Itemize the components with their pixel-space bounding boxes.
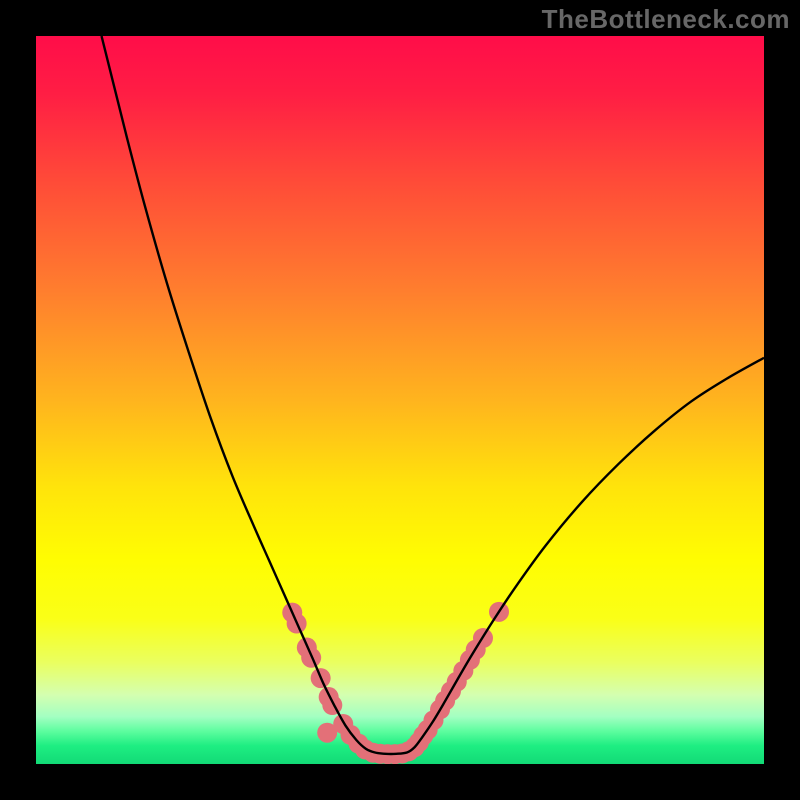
plot-svg: [36, 36, 764, 764]
plot-background: [36, 36, 764, 764]
watermark-text: TheBottleneck.com: [542, 4, 790, 35]
data-marker: [322, 695, 342, 715]
data-marker: [317, 723, 337, 743]
chart-frame: TheBottleneck.com: [0, 0, 800, 800]
